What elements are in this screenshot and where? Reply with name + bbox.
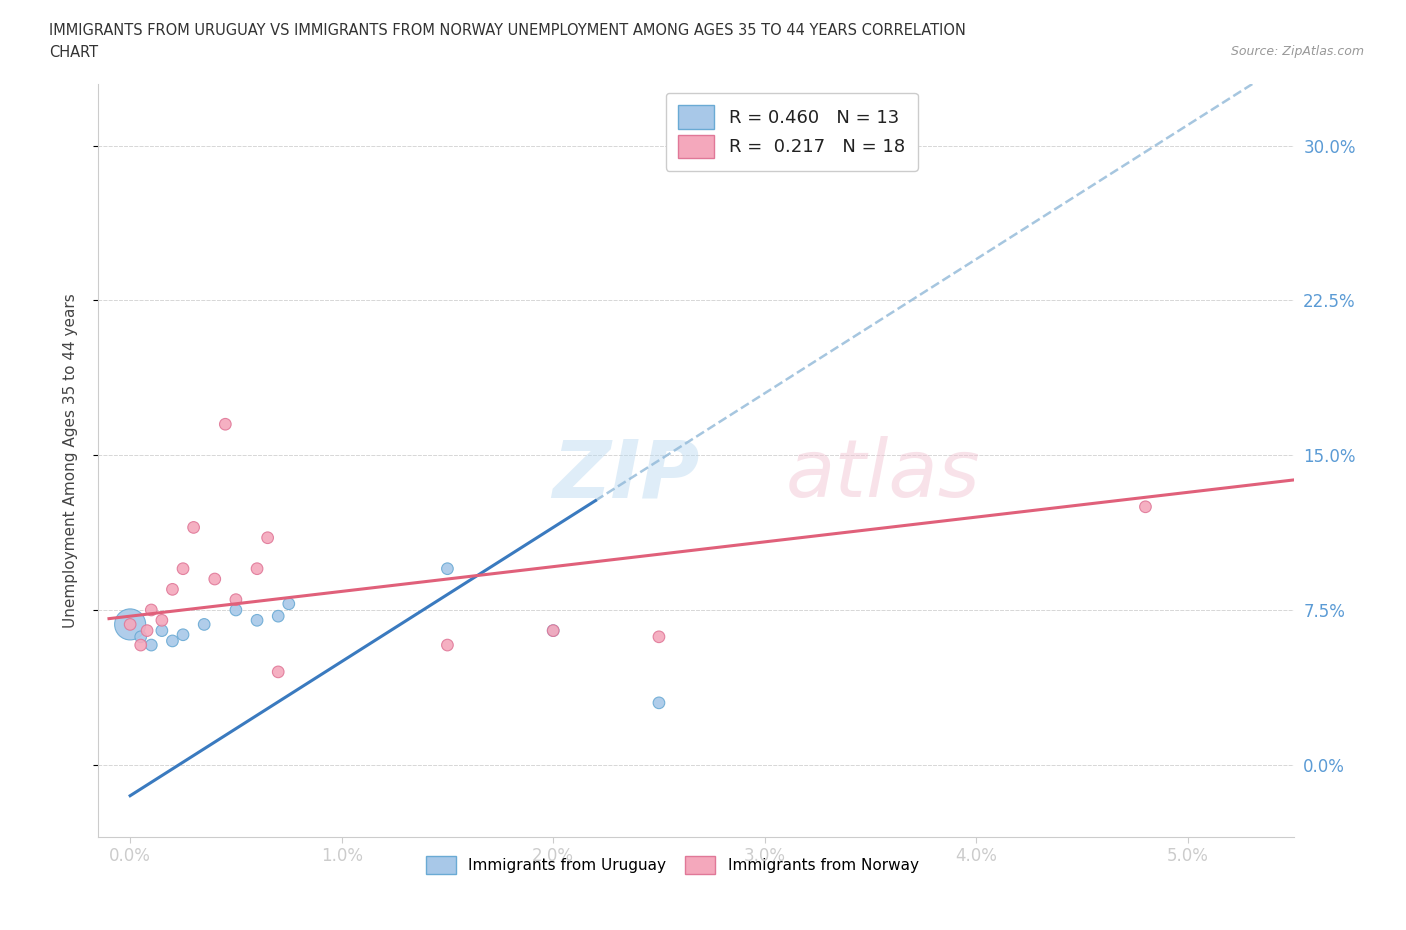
Point	[436, 638, 458, 653]
Point	[183, 520, 205, 535]
Point	[648, 630, 671, 644]
Point	[246, 613, 269, 628]
Point	[141, 638, 163, 653]
Point	[193, 617, 215, 631]
Point	[204, 572, 226, 587]
Point	[267, 609, 290, 624]
Point	[541, 623, 564, 638]
Point	[141, 603, 163, 618]
Point	[150, 623, 173, 638]
Point	[162, 633, 184, 648]
Text: ZIP: ZIP	[553, 436, 700, 514]
Point	[648, 696, 671, 711]
Point	[162, 582, 184, 597]
Point	[246, 562, 269, 577]
Text: IMMIGRANTS FROM URUGUAY VS IMMIGRANTS FROM NORWAY UNEMPLOYMENT AMONG AGES 35 TO : IMMIGRANTS FROM URUGUAY VS IMMIGRANTS FR…	[49, 23, 966, 38]
Point	[172, 562, 194, 577]
Point	[214, 417, 236, 432]
Text: Source: ZipAtlas.com: Source: ZipAtlas.com	[1230, 45, 1364, 58]
Point	[150, 613, 173, 628]
Point	[120, 617, 142, 631]
Point	[129, 638, 152, 653]
Text: CHART: CHART	[49, 45, 98, 60]
Point	[225, 603, 247, 618]
Y-axis label: Unemployment Among Ages 35 to 44 years: Unemployment Among Ages 35 to 44 years	[63, 293, 77, 628]
Point	[225, 592, 247, 607]
Point	[120, 617, 142, 631]
Point	[267, 664, 290, 679]
Point	[256, 530, 278, 545]
Point	[436, 562, 458, 577]
Text: atlas: atlas	[786, 436, 980, 514]
Point	[277, 596, 299, 611]
Point	[1135, 499, 1157, 514]
Point	[136, 623, 159, 638]
Point	[129, 630, 152, 644]
Legend: Immigrants from Uruguay, Immigrants from Norway: Immigrants from Uruguay, Immigrants from…	[418, 848, 927, 882]
Point	[541, 623, 564, 638]
Point	[172, 628, 194, 643]
